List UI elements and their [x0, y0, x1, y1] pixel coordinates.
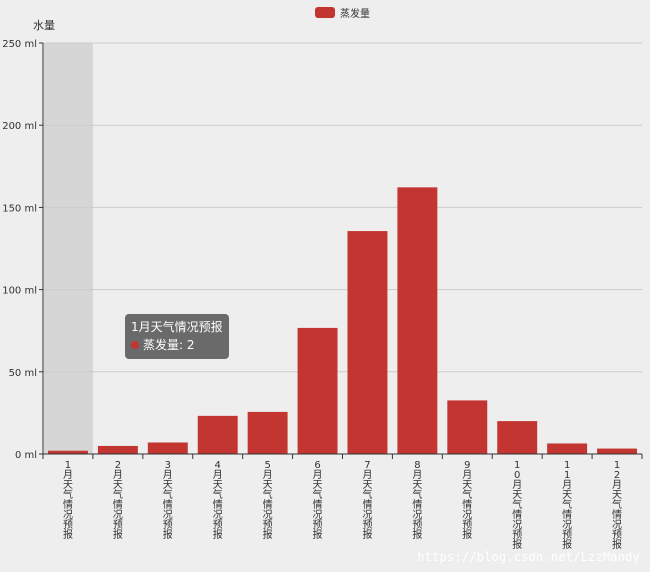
bar [397, 187, 438, 454]
legend-label[interactable]: 蒸发量 [340, 8, 370, 20]
x-tick-label: 7 月天气情况预报 [362, 460, 372, 541]
x-tick-label: 1 月天气情况预报 [63, 460, 73, 541]
x-tick-label: 4 月天气情况预报 [213, 460, 223, 541]
x-tick-label: 2 月天气情况预报 [113, 460, 123, 541]
y-axis-label: 水量 [33, 19, 55, 32]
x-tick-label: 1 1 月天气情况预报 [562, 460, 572, 551]
legend-swatch-evaporation[interactable] [315, 6, 335, 18]
x-tick-label: 1 0 月天气情况预报 [512, 460, 522, 551]
bar [197, 415, 238, 454]
tooltip-title: 1月天气情况预报 [131, 320, 223, 334]
bar [347, 231, 388, 454]
y-tick-label: 0 ml [15, 450, 37, 461]
x-tick-label: 6 月天气情况预报 [313, 460, 323, 541]
x-tick-label: 9 月天气情况预报 [462, 460, 472, 541]
bar [447, 400, 488, 454]
tooltip-value: 蒸发量: 2 [143, 338, 195, 352]
axis-pointer-shadow [44, 43, 93, 454]
tooltip: 1月天气情况预报 蒸发量: 2 [125, 314, 229, 359]
legend[interactable]: 蒸发量 [315, 5, 370, 20]
x-tick-label: 1 2 月天气情况预报 [612, 460, 622, 551]
x-tick-label: 3 月天气情况预报 [163, 460, 173, 541]
bar [297, 327, 338, 454]
series-dot-icon [131, 341, 139, 349]
tooltip-row: 蒸发量: 2 [131, 336, 223, 354]
bar [147, 442, 188, 454]
x-tick-label: 5 月天气情况预报 [263, 460, 273, 541]
bar [547, 443, 588, 454]
x-tick-label: 8 月天气情况预报 [412, 460, 422, 541]
bar [97, 445, 138, 454]
y-tick-label: 200 ml [2, 121, 37, 132]
y-tick-label: 100 ml [2, 286, 37, 297]
y-tick-label: 50 ml [9, 368, 37, 379]
y-tick-label: 250 ml [2, 39, 37, 50]
watermark: https://blog.csdn.net/LzzMandy [417, 550, 640, 564]
bar [247, 411, 288, 454]
y-tick-label: 150 ml [2, 203, 37, 214]
bar [47, 450, 88, 454]
bar [597, 448, 638, 454]
bar [497, 421, 538, 454]
